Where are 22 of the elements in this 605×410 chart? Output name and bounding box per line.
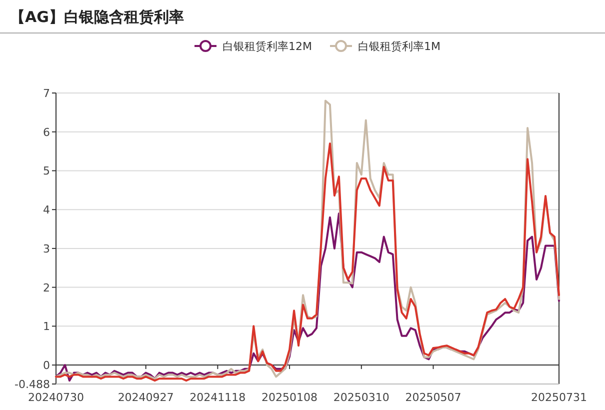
line-series	[55, 100, 560, 380]
x-tick-label: 20241118	[190, 391, 246, 404]
legend-label: 白银租赁利率12M	[222, 40, 312, 53]
y-tick-label: -0.488	[14, 378, 50, 391]
x-tick-label: 20250507	[405, 391, 462, 404]
y-tick-label: 5	[43, 164, 50, 178]
line-series	[55, 142, 560, 382]
x-tick-label: 20250108	[262, 391, 318, 404]
legend-label: 白银租赁利率1M	[358, 40, 440, 53]
y-tick-label: 4	[43, 204, 50, 217]
x-tick-label: 20250310	[333, 391, 390, 404]
y-tick-label: 2	[43, 281, 50, 294]
y-tick-label: 7	[43, 87, 50, 100]
line-series	[55, 212, 560, 382]
y-tick-label: 3	[43, 242, 50, 256]
y-tick-label: 1	[43, 320, 50, 334]
y-tick-label: 0	[43, 359, 50, 372]
y-tick-label: 6	[43, 126, 50, 139]
x-tick-label: 20240730	[28, 391, 84, 404]
chart-title: 【AG】白银隐含租赁利率	[10, 8, 184, 26]
x-tick-label: 20240927	[118, 391, 174, 404]
x-tick-label: 20250731	[531, 391, 587, 404]
